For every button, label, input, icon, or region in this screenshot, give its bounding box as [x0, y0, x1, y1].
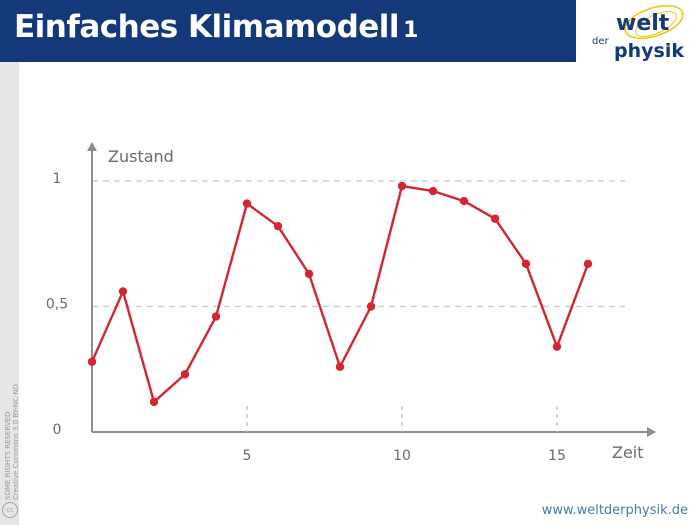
x-tick-label-15: 15 — [548, 448, 566, 464]
data-point-0 — [87, 357, 97, 366]
data-point-8 — [335, 362, 345, 371]
data-point-6 — [273, 221, 283, 231]
y-axis-arrow — [87, 142, 97, 151]
y-axis-title: Zustand — [108, 147, 174, 166]
side-bar — [0, 62, 19, 525]
data-point-12 — [459, 196, 469, 206]
logo: welt der physik — [576, 0, 700, 62]
logo-word-welt: welt — [616, 11, 670, 36]
data-point-11 — [428, 186, 438, 196]
data-point-14 — [521, 259, 531, 269]
data-point-3 — [180, 370, 190, 379]
y-tick-label-0_5: 0,5 — [46, 297, 68, 313]
data-point-7 — [304, 269, 314, 279]
slide-title: Einfaches Klimamodell 1 — [14, 9, 418, 45]
data-point-16 — [583, 259, 593, 269]
data-point-4 — [211, 312, 221, 321]
x-axis-title: Zeit — [612, 443, 644, 462]
y-tick-label-0: 0 — [53, 422, 62, 438]
y-tick-label-1: 1 — [53, 171, 62, 187]
welt-der-physik-logo: welt der physik — [592, 5, 684, 62]
x-tick-label-5: 5 — [243, 448, 252, 464]
data-point-1 — [118, 287, 128, 296]
x-axis-arrow — [647, 427, 656, 437]
data-point-9 — [366, 302, 376, 311]
slide-title-number: 1 — [403, 18, 418, 43]
logo-word-physik: physik — [614, 40, 684, 62]
data-point-5 — [242, 199, 252, 208]
data-point-15 — [552, 342, 562, 351]
logo-word-der: der — [592, 36, 610, 47]
data-point-10 — [397, 181, 407, 191]
x-tick-label-10: 10 — [393, 448, 411, 464]
footer-url[interactable]: www.weltderphysik.de — [541, 503, 688, 518]
data-point-13 — [490, 214, 500, 223]
creative-commons-icon: cc — [2, 502, 18, 518]
data-point-2 — [149, 397, 159, 407]
title-bar: Einfaches Klimamodell 1 welt der physik — [0, 0, 700, 62]
